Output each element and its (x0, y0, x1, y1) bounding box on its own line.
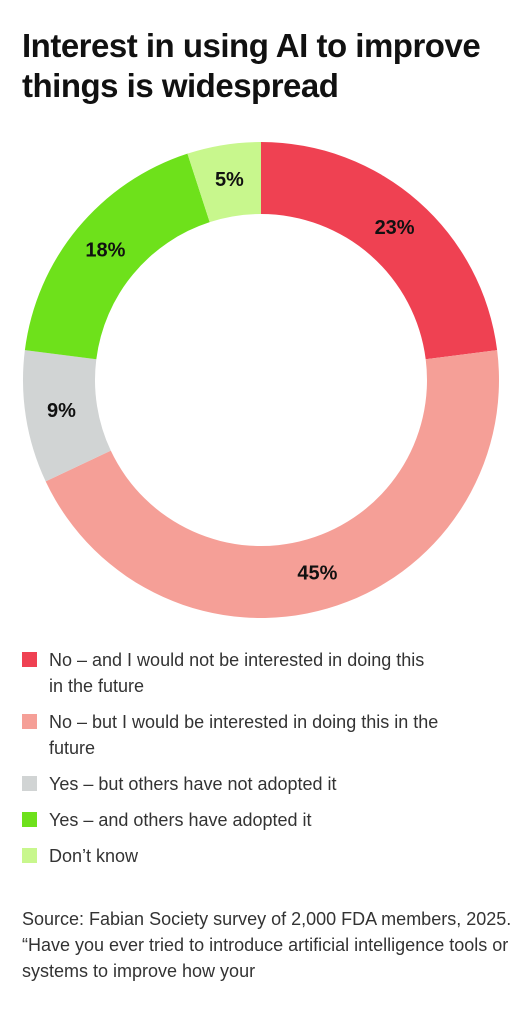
legend-item: No – and I would not be interested in do… (22, 647, 442, 699)
donut-segment (187, 142, 261, 223)
legend-label: Don’t know (49, 846, 139, 866)
legend-label: No – but I would be interested in doing … (49, 712, 439, 758)
legend-swatch (22, 714, 37, 729)
donut-segment (45, 350, 500, 619)
chart: 23% 45% 9% 18% 5% (23, 142, 500, 619)
donut-segment (24, 153, 210, 360)
data-label: 45% (297, 562, 337, 584)
legend: No – and I would not be interested in do… (22, 647, 442, 879)
legend-label: No – and I would not be interested in do… (49, 650, 425, 696)
legend-label: Yes – and others have adopted it (49, 810, 312, 830)
data-label: 9% (47, 400, 76, 422)
data-label: 5% (215, 169, 244, 191)
legend-swatch (22, 652, 37, 667)
legend-swatch (22, 776, 37, 791)
legend-swatch (22, 812, 37, 827)
legend-swatch (22, 848, 37, 863)
donut-segment (261, 142, 498, 360)
legend-item: Yes – but others have not adopted it (22, 771, 442, 797)
legend-item: Don’t know (22, 843, 442, 869)
legend-item: No – but I would be interested in doing … (22, 709, 442, 761)
data-label: 18% (85, 240, 125, 262)
chart-title: Interest in using AI to improve things i… (22, 27, 481, 104)
donut-segment (23, 350, 111, 482)
source-note: Source: Fabian Society survey of 2,000 F… (22, 909, 512, 981)
legend-label: Yes – but others have not adopted it (49, 774, 337, 794)
legend-item: Yes – and others have adopted it (22, 807, 442, 833)
data-label: 23% (375, 217, 415, 239)
